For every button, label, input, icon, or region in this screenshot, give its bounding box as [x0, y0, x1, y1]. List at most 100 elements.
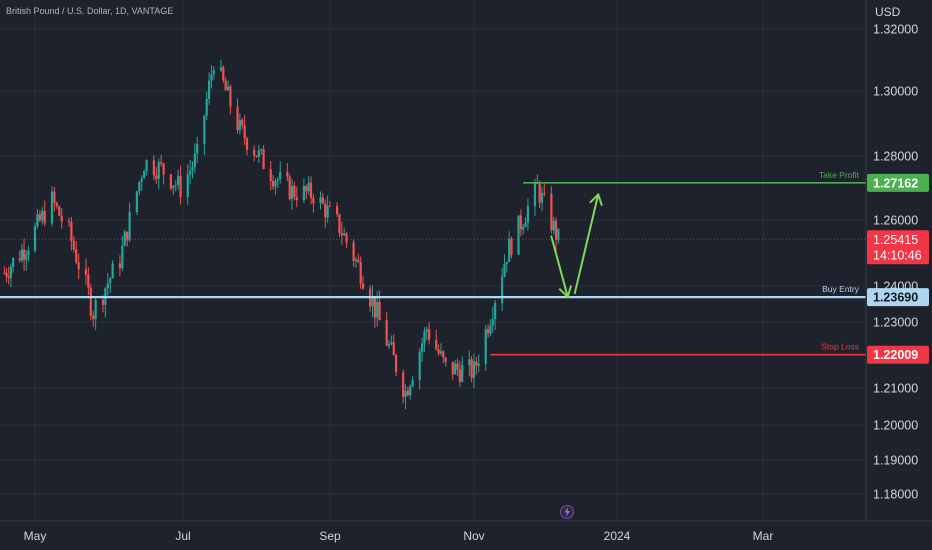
candle	[477, 354, 480, 373]
x-tick-label: Mar	[753, 529, 774, 543]
candle	[243, 115, 246, 145]
candle	[352, 239, 355, 268]
y-tick-label: 1.28000	[873, 150, 918, 164]
candle	[238, 113, 242, 135]
candle	[145, 159, 148, 176]
candle	[302, 178, 306, 204]
candle	[89, 284, 92, 321]
y-tick-label: 1.20000	[873, 419, 918, 433]
candle	[505, 261, 508, 273]
currency-label[interactable]: USD	[875, 5, 901, 19]
stop-loss-label: Stop Loss	[821, 342, 859, 352]
candle	[236, 98, 239, 134]
candle	[5, 267, 8, 283]
candle	[207, 72, 211, 105]
candle	[255, 155, 258, 158]
candle	[25, 250, 28, 271]
candle	[41, 206, 44, 225]
currency-badge[interactable]	[870, 2, 928, 20]
y-tick-label: 1.19000	[873, 454, 918, 468]
candle	[357, 253, 360, 264]
candle	[554, 217, 558, 251]
projection-arrow[interactable]	[550, 235, 572, 298]
candle	[224, 77, 227, 91]
candle	[36, 209, 39, 229]
candle	[309, 176, 313, 205]
candle	[128, 202, 131, 242]
candle	[241, 118, 244, 130]
candle	[418, 348, 421, 390]
candle	[288, 174, 291, 201]
candle	[172, 185, 175, 196]
candle	[3, 266, 6, 275]
candle	[423, 327, 426, 353]
candle	[271, 174, 275, 190]
candle	[123, 229, 126, 247]
candle	[253, 145, 256, 162]
candle	[361, 276, 365, 290]
candle	[439, 343, 443, 356]
candle	[9, 263, 13, 287]
grid	[0, 0, 866, 521]
candle	[203, 114, 206, 156]
candle	[550, 186, 553, 234]
candle	[390, 335, 393, 346]
candle	[152, 154, 155, 181]
candle	[94, 296, 97, 331]
candle	[75, 241, 78, 265]
candle	[162, 162, 165, 185]
candle	[27, 245, 30, 262]
candle	[411, 376, 414, 388]
y-tick-label: 1.18000	[873, 488, 918, 502]
candle	[135, 190, 139, 216]
candle	[67, 217, 71, 227]
candle	[7, 266, 10, 285]
candle	[307, 175, 310, 196]
candle	[387, 339, 391, 350]
candle	[371, 285, 374, 318]
lightning-event-icon[interactable]	[560, 505, 574, 519]
candle	[177, 169, 180, 190]
candle	[493, 300, 497, 331]
candle	[324, 199, 327, 229]
candle	[373, 297, 376, 328]
candle	[468, 350, 471, 376]
candle	[260, 148, 263, 155]
candle	[444, 356, 447, 367]
candle	[143, 169, 146, 179]
candle	[286, 162, 289, 182]
stop-loss-price-text: 1.22009	[873, 348, 918, 362]
candle	[326, 195, 329, 223]
candle	[196, 136, 199, 163]
candle	[458, 360, 461, 387]
buy-entry-price-tag	[867, 288, 929, 307]
candle	[160, 154, 163, 167]
projection-arrow[interactable]	[573, 193, 603, 295]
candle	[106, 273, 109, 296]
candle	[394, 353, 398, 377]
candle	[345, 231, 348, 248]
candle	[205, 91, 208, 121]
candle	[524, 216, 527, 228]
candle	[276, 176, 279, 188]
candle	[43, 200, 46, 227]
candle	[472, 353, 476, 388]
candle	[312, 193, 315, 213]
candle	[406, 386, 410, 397]
candle	[522, 223, 525, 235]
candle	[385, 312, 388, 347]
candle	[392, 334, 395, 356]
candle	[186, 164, 189, 205]
countdown-text: 14:10:46	[873, 248, 922, 262]
candle	[508, 231, 511, 263]
candle	[489, 319, 492, 337]
candle	[378, 290, 381, 321]
time-axis[interactable]: May Jul Sep Nov 2024 Mar	[24, 529, 774, 543]
candle	[58, 205, 61, 217]
y-tick-label: 1.30000	[873, 85, 918, 99]
candle	[442, 350, 445, 363]
candle	[226, 80, 230, 91]
